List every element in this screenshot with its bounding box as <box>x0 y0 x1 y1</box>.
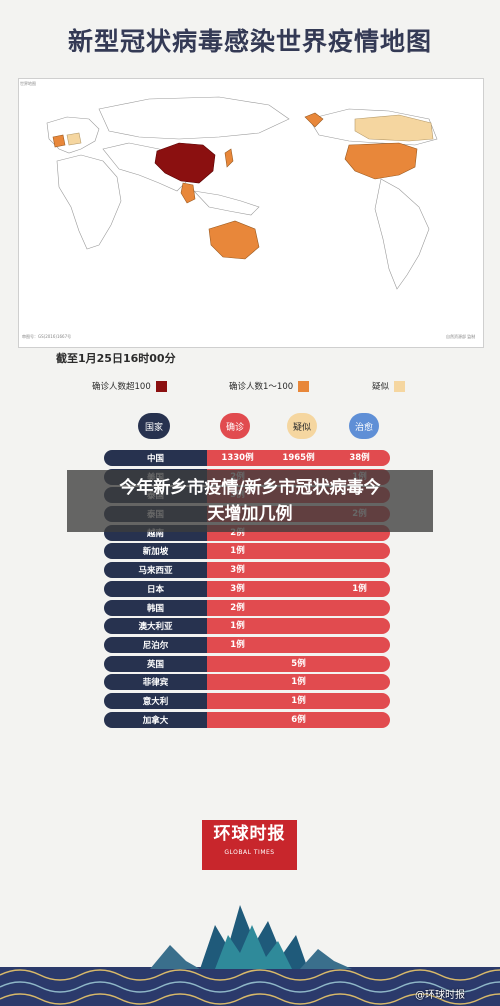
legend-label: 疑似 <box>372 382 390 392</box>
legend-item-1-100: 确诊人数1～100 <box>229 380 310 392</box>
confirmed-value: 1例 <box>230 546 245 557</box>
country-name: 英国 <box>104 655 207 672</box>
country-name: 马来西亚 <box>104 562 207 579</box>
confirmed-value: 6例 <box>291 714 306 725</box>
page-title: 新型冠状病毒感染世界疫情地图 <box>67 27 432 56</box>
legend-label: 确诊人数1～100 <box>229 382 294 392</box>
row-bar <box>207 655 390 672</box>
global-times-logo: 环球时报 GLOBAL TIMES <box>202 820 297 870</box>
table-row: 尼泊尔 1例 <box>104 636 390 653</box>
confirmed-value: 1例 <box>291 677 306 688</box>
japan-shape <box>224 148 234 168</box>
legend-swatch <box>394 380 406 392</box>
confirmed-value: 1例 <box>230 639 245 650</box>
legend-swatch <box>155 380 167 392</box>
cured-value: 1例 <box>352 583 367 594</box>
legend-item-over-100: 确诊人数超100 <box>92 380 167 392</box>
usa-shape <box>344 142 418 180</box>
cured-value: 38例 <box>349 453 370 463</box>
row-bar <box>207 674 390 691</box>
headline-banner: 今年新乡市疫情/新乡市冠状病毒今 天增加几例 <box>67 470 433 532</box>
suspected-value: 1965例 <box>282 453 315 463</box>
row-bar <box>207 692 390 709</box>
table-row: 英国 5例 <box>104 655 390 672</box>
row-bar <box>207 711 390 728</box>
country-name: 意大利 <box>104 692 207 709</box>
table-row: 菲律宾 1例 <box>104 674 390 691</box>
world-map-svg <box>46 96 438 290</box>
legend-item-suspected: 疑似 <box>372 380 406 392</box>
headline-line-1: 今年新乡市疫情/新乡市冠状病毒今 <box>119 478 381 498</box>
europe-suspected-shape <box>66 132 82 146</box>
africa-shape <box>56 154 122 250</box>
table-row: 马来西亚 3例 <box>104 562 390 579</box>
legend-label: 确诊人数超100 <box>92 382 151 392</box>
row-bar <box>207 562 390 579</box>
logo-sub-text: GLOBAL TIMES <box>224 849 275 856</box>
se-asia-shape <box>193 190 260 216</box>
table-row: 韩国 2例 <box>104 599 390 616</box>
country-name: 中国 <box>104 450 207 466</box>
confirmed-value: 1330例 <box>221 453 254 463</box>
country-name: 日本 <box>104 580 207 597</box>
europe-highlight-shape <box>52 134 66 148</box>
world-map <box>18 78 484 348</box>
header-country: 国家 <box>138 413 170 439</box>
table-row: 澳大利亚 1例 <box>104 618 390 635</box>
date-text: 截至1月25日16时00分 <box>56 352 176 365</box>
weibo-watermark: @环球时报 <box>415 990 465 1001</box>
header-confirmed: 确诊 <box>220 413 250 439</box>
confirmed-value: 2例 <box>230 602 245 613</box>
russia-shape <box>98 96 290 140</box>
confirmed-value: 3例 <box>230 565 245 576</box>
logo-main-text: 环球时报 <box>213 824 286 844</box>
table-row: 加拿大 6例 <box>104 711 390 728</box>
country-name: 菲律宾 <box>104 674 207 691</box>
header-cured: 治愈 <box>349 413 379 439</box>
country-name: 新加坡 <box>104 543 207 560</box>
confirmed-value: 5例 <box>291 658 306 669</box>
south-america-shape <box>374 178 430 290</box>
table-row: 中国 1330例 1965例 38例 <box>104 450 390 466</box>
table-row: 意大利 1例 <box>104 692 390 709</box>
canada-highlight-shape <box>304 112 324 128</box>
legend-swatch <box>298 380 310 392</box>
map-caption-bottom-right: 自然资源部 监制 <box>446 334 476 339</box>
headline-line-2: 天增加几例 <box>207 504 293 524</box>
mountain-wave-illustration <box>0 905 500 1006</box>
confirmed-value: 1例 <box>230 621 245 632</box>
confirmed-value: 1例 <box>291 695 306 706</box>
china-shape <box>154 142 216 184</box>
table-row: 新加坡 1例 <box>104 543 390 560</box>
table-row: 日本 3例 1例 <box>104 580 390 597</box>
se-asia-highlight-shape <box>180 182 196 204</box>
map-caption-bottom-left: 审图号：GS(2016)1667号 <box>22 334 72 339</box>
country-name: 韩国 <box>104 599 207 616</box>
header-suspected: 疑似 <box>287 413 317 439</box>
country-name: 尼泊尔 <box>104 636 207 653</box>
australia-shape <box>208 220 260 260</box>
row-bar <box>207 580 390 597</box>
confirmed-value: 2例 <box>230 527 245 538</box>
country-name: 加拿大 <box>104 711 207 728</box>
country-name: 澳大利亚 <box>104 618 207 635</box>
row-bar <box>207 543 390 560</box>
map-caption-top-left: 世界地图 <box>20 81 36 86</box>
alaska-canada-suspected-shape <box>354 114 434 142</box>
row-bar <box>207 618 390 635</box>
confirmed-value: 3例 <box>230 583 245 594</box>
row-bar <box>207 599 390 616</box>
row-bar <box>207 636 390 653</box>
row-bar <box>207 450 390 466</box>
